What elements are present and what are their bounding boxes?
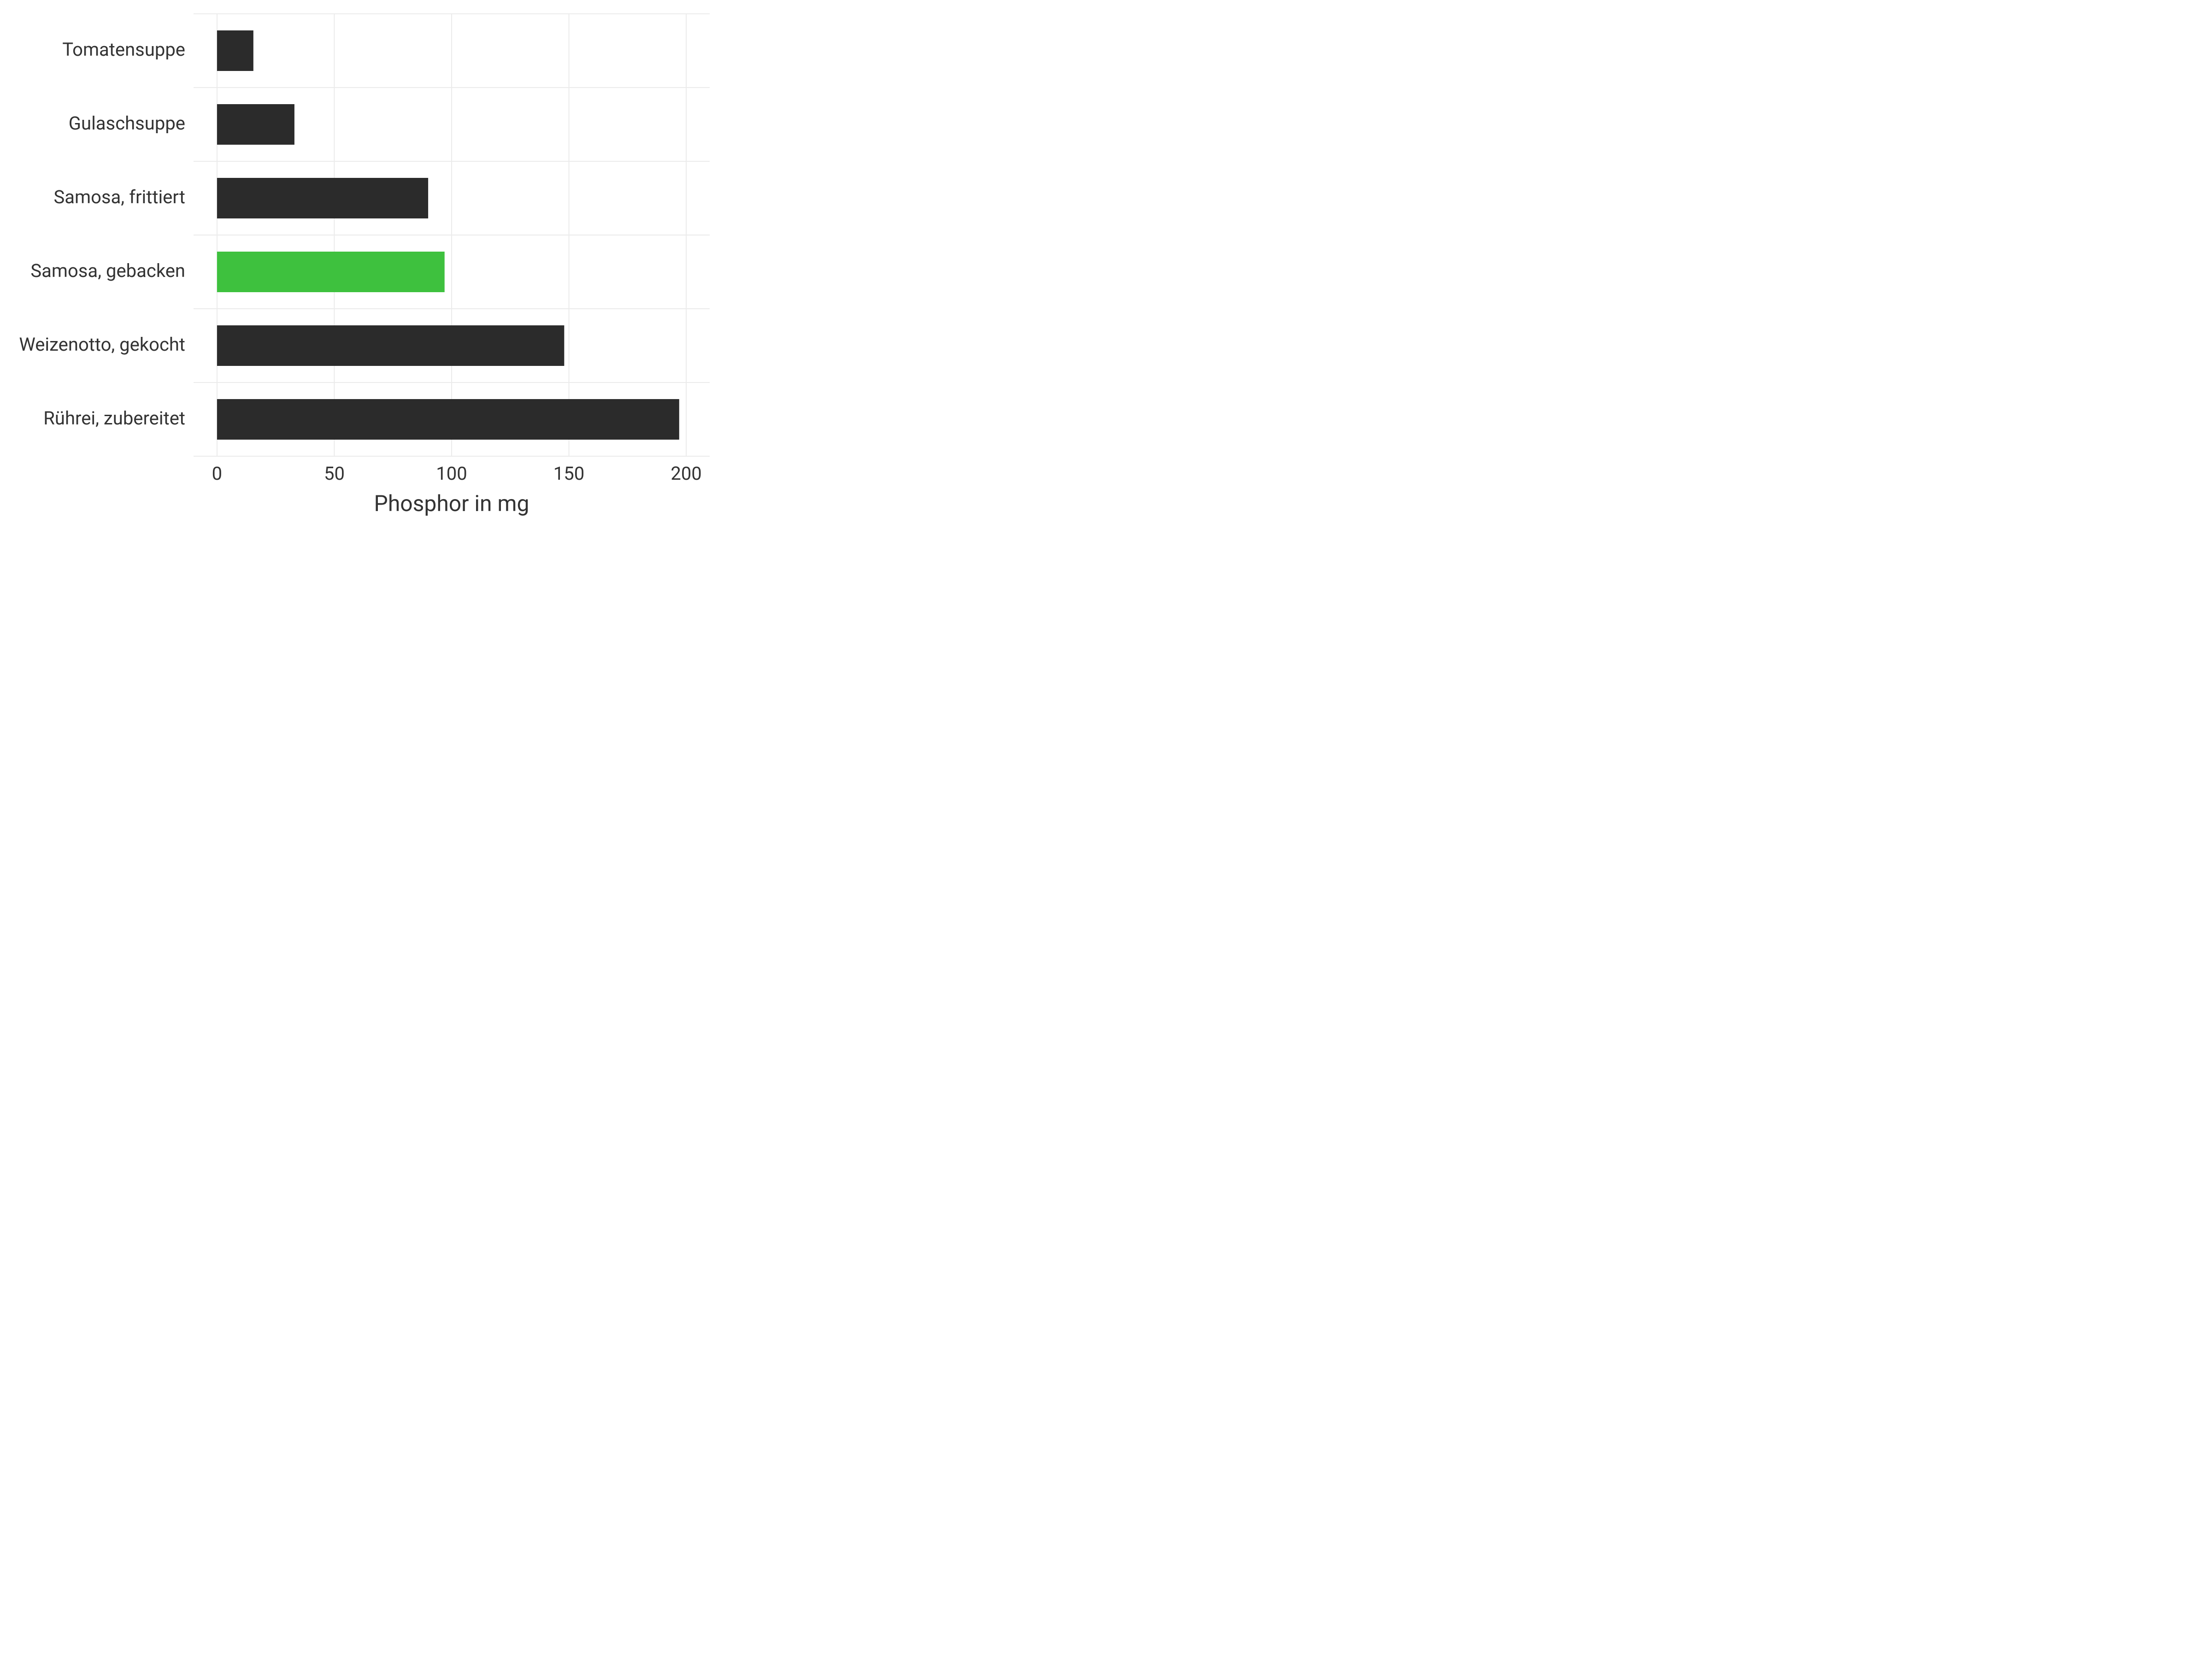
y-tick-label: Samosa, frittiert [53, 186, 185, 208]
y-tick-label: Weizenotto, gekocht [19, 334, 185, 355]
x-tick-label: 150 [551, 463, 588, 484]
x-tick-label: 100 [433, 463, 470, 484]
y-tick-label: Gulaschsuppe [69, 112, 185, 134]
y-tick-label: Tomatensuppe [62, 39, 185, 60]
bar [217, 252, 445, 292]
y-tick-label: Rührei, zubereitet [43, 407, 185, 429]
bar [217, 30, 253, 71]
bar [217, 104, 294, 145]
bar [217, 399, 679, 440]
phosphor-bar-chart: Phosphor in mg Tomatensuppe Gulaschsuppe S… [0, 0, 719, 539]
y-tick-label: Samosa, gebacken [30, 260, 185, 282]
bar [217, 325, 564, 366]
x-tick-label: 200 [668, 463, 705, 484]
x-axis-title: Phosphor in mg [194, 490, 710, 517]
x-tick-label: 0 [199, 463, 235, 484]
x-tick-label: 50 [316, 463, 353, 484]
bar [217, 178, 428, 218]
